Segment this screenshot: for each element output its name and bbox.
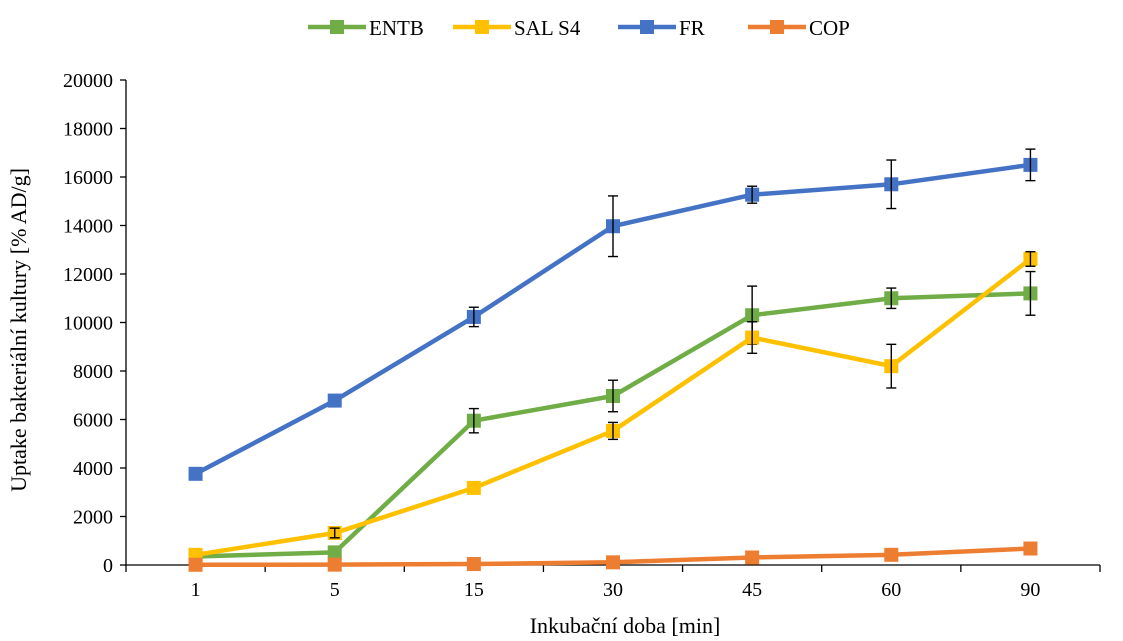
error-bar-sal-s4 — [886, 343, 897, 389]
y-axis-title: Uptake bakteriální kultury [% AD/g] — [6, 168, 31, 492]
series-fr — [188, 148, 1038, 481]
data-point-fr — [327, 393, 342, 408]
legend-swatch-marker — [770, 20, 784, 34]
y-tick-label: 8000 — [73, 361, 113, 383]
x-tick-label: 90 — [1020, 579, 1040, 601]
series-sal-s4 — [188, 250, 1038, 562]
error-bar-entb — [468, 407, 479, 434]
legend-label: FR — [679, 16, 705, 40]
x-tick-label: 30 — [603, 579, 623, 601]
error-bar-sal-s4 — [1025, 250, 1036, 267]
error-bar-fr — [886, 159, 897, 210]
y-tick-label: 16000 — [63, 167, 113, 189]
legend-label: ENTB — [369, 16, 424, 40]
legend-swatch-marker — [330, 20, 344, 34]
data-point-cop — [188, 557, 203, 572]
x-axis-title: Inkubační doba [min] — [530, 613, 721, 638]
axes: 0 2000 4000 6000 8000 10000 12000 14000 16000 180… — [63, 70, 1101, 601]
data-point-cop — [327, 557, 342, 572]
y-tick-label: 14000 — [63, 216, 113, 238]
error-bar-entb — [886, 287, 897, 310]
error-bar-entb — [1025, 270, 1036, 316]
data-point-fr — [188, 466, 203, 481]
legend-label: COP — [809, 16, 850, 40]
error-bar-fr — [1025, 148, 1036, 182]
error-bar-fr — [608, 195, 618, 258]
y-tick-label: 2000 — [73, 507, 113, 529]
legend-item-entb: ENTB — [308, 16, 424, 40]
data-point-cop — [466, 557, 481, 572]
error-bar-fr — [747, 185, 758, 204]
y-tick-label: 6000 — [73, 410, 113, 432]
y-tick-label: 18000 — [63, 119, 113, 141]
data-point-sal-s4 — [466, 480, 481, 495]
x-tick-label: 1 — [191, 579, 201, 601]
data-point-entb — [327, 545, 342, 560]
legend: ENTB SAL S4 FR COP — [308, 16, 850, 40]
y-tick-label: 10000 — [63, 313, 113, 335]
error-bar-sal-s4 — [608, 421, 618, 441]
plot-area — [188, 148, 1038, 572]
data-point-cop — [745, 550, 760, 565]
legend-swatch-marker — [475, 20, 489, 34]
series-cop — [188, 541, 1038, 572]
error-bar-fr — [468, 306, 479, 328]
x-tick-label: 5 — [330, 579, 340, 601]
error-bar-entb — [608, 379, 618, 413]
y-tick-label: 20000 — [63, 70, 113, 92]
legend-item-sal-s4: SAL S4 — [453, 16, 581, 40]
y-tick-label: 0 — [103, 555, 113, 577]
data-point-cop — [606, 555, 620, 570]
data-point-cop — [884, 547, 899, 562]
x-tick-label: 60 — [881, 579, 901, 601]
x-tick-label: 45 — [742, 579, 762, 601]
legend-swatch-marker — [640, 20, 654, 34]
x-tick-label: 15 — [464, 579, 484, 601]
y-tick-label: 12000 — [63, 264, 113, 286]
y-tick-label: 4000 — [73, 458, 113, 480]
error-bar-sal-s4 — [329, 527, 340, 539]
data-point-cop — [1023, 541, 1038, 556]
legend-label: SAL S4 — [514, 16, 581, 40]
error-bar-sal-s4 — [747, 321, 758, 354]
series-entb — [188, 270, 1038, 564]
legend-item-cop: COP — [748, 16, 850, 40]
legend-item-fr: FR — [618, 16, 705, 40]
